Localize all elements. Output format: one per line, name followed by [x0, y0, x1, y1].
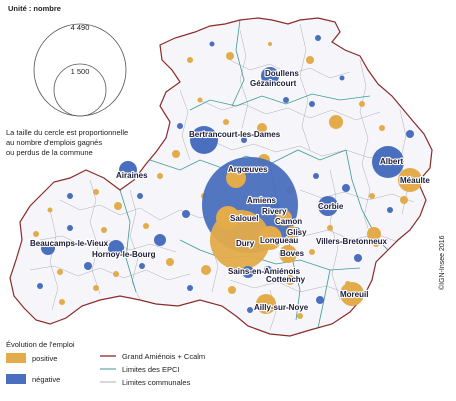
circle-moreuil	[340, 282, 364, 306]
scale-large-value: 4 490	[71, 23, 90, 32]
circle-camon	[276, 210, 292, 226]
label-airaines: Airaines	[116, 171, 148, 180]
label-hornoy: Hornoy-le-Bourg	[92, 250, 156, 259]
credit-text: ©IGN-Insee 2016	[438, 235, 446, 290]
label-doullens: Doullens	[265, 69, 299, 78]
scale-circle-small	[53, 63, 107, 117]
label-camon: Camon	[275, 217, 302, 226]
circle-doullens	[261, 67, 279, 85]
legend-positive-label: positive	[32, 354, 57, 363]
label-argoeuves: Argœuves	[228, 165, 268, 174]
legend-swatch-negative	[6, 374, 26, 384]
legend-epci-label: Limites des EPCI	[122, 365, 180, 374]
circle-beaucamps	[41, 241, 55, 255]
label-bertrancourt: Bertrancourt-les-Dames	[189, 130, 281, 139]
label-villers: Villers-Bretonneux	[316, 237, 388, 246]
grand-amienois-boundary	[9, 17, 433, 337]
legend-negative-label: négative	[32, 375, 60, 384]
label-gezaincourt: Gézaincourt	[250, 79, 297, 88]
circle-hornoy	[108, 240, 124, 256]
explanation-line-2: au nombre d'emplois gagnés	[6, 138, 102, 147]
legend: Évolution de l'emploi positive négative …	[6, 340, 205, 387]
circle-sains	[242, 266, 254, 278]
label-sains: Sains-en-Amiénois	[228, 267, 301, 276]
scale-small-value: 1 500	[71, 67, 90, 76]
circle-albert	[372, 146, 404, 178]
legend-swatch-positive	[6, 353, 26, 363]
label-rivery: Rivery	[262, 207, 287, 216]
label-moreuil: Moreuil	[340, 290, 368, 299]
legend-communes-label: Limites communales	[122, 378, 191, 387]
circle-corbie	[318, 196, 338, 216]
explanation-line-3: ou perdus de la commune	[6, 148, 93, 157]
label-beaucamps: Beaucamps-le-Vieux	[30, 239, 109, 248]
label-albert: Albert	[380, 157, 403, 166]
legend-main-label: Grand Amiénois + Ccalm	[122, 352, 205, 361]
label-ailly: Ailly-sur-Noye	[254, 303, 309, 312]
circle-boves	[279, 245, 297, 263]
label-glisy: Glisy	[287, 228, 307, 237]
label-cottenchy: Cottenchy	[266, 275, 306, 284]
circle-airaines	[119, 161, 137, 179]
label-amiens: Amiens	[247, 196, 276, 205]
circle-glisy	[286, 226, 298, 238]
circle-salouel	[216, 206, 240, 230]
circle-longueau	[258, 226, 282, 250]
label-boves: Boves	[280, 249, 305, 258]
label-dury: Dury	[236, 239, 255, 248]
legend-title: Évolution de l'emploi	[6, 340, 75, 349]
explanation-line-1: La taille du cercle est proportionnelle	[6, 128, 128, 137]
proportional-circles	[41, 67, 422, 314]
label-salouel: Salouel	[230, 214, 258, 223]
label-corbie: Corbie	[318, 202, 344, 211]
circle-meaulte	[398, 168, 422, 192]
place-labels: Doullens Gézaincourt Bertrancourt-les-Da…	[29, 68, 432, 313]
circle-villers	[367, 227, 381, 241]
circle-cottenchy	[285, 275, 295, 285]
unit-label: Unité : nombre	[8, 4, 61, 13]
circle-bertrancourt	[190, 126, 218, 154]
label-meaulte: Méaulte	[400, 176, 430, 185]
circle-scale-legend: Unité : nombre 4 490 1 500 La taille du …	[6, 4, 128, 157]
commune-boundaries	[29, 23, 415, 331]
circle-ailly	[256, 294, 276, 314]
label-longueau: Longueau	[260, 236, 298, 245]
circle-argoeuves	[226, 168, 246, 188]
circle-rivery	[265, 199, 279, 213]
